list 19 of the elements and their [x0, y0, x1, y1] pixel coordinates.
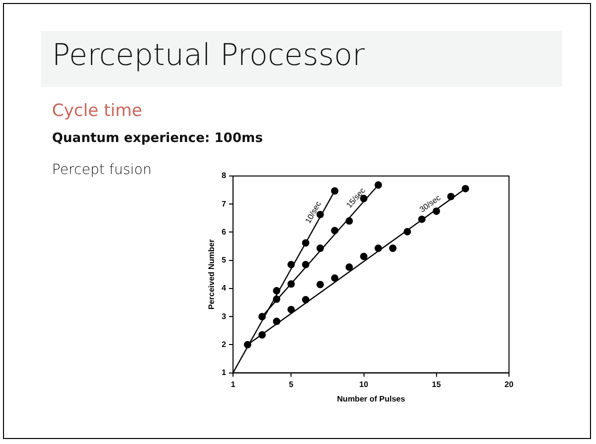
x-tick-label: 10 [359, 380, 369, 389]
y-tick-label: 6 [222, 227, 227, 236]
x-tick-label: 1 [230, 380, 236, 389]
y-tick-label: 4 [222, 284, 227, 293]
y-tick-label: 3 [222, 312, 227, 321]
y-tick-label: 5 [222, 256, 227, 265]
chart-title: Perceptual Processor [52, 38, 365, 73]
chart-subtitle: Cycle time [52, 101, 142, 121]
y-tick-label: 8 [222, 171, 227, 180]
x-tick-label: 5 [288, 380, 294, 389]
y-axis-title: Perceived Number [207, 239, 216, 310]
x-tick-label: 20 [504, 380, 514, 389]
x-axis-title: Number of Pulses [337, 394, 406, 404]
y-tick-label: 7 [222, 199, 227, 208]
y-tick-label: 2 [222, 340, 227, 349]
text: Percept fusion [52, 162, 152, 178]
y-tick-label: 1 [222, 368, 227, 378]
text: Quantum experience: 100ms [52, 131, 263, 146]
x-tick-label: 15 [432, 380, 442, 389]
